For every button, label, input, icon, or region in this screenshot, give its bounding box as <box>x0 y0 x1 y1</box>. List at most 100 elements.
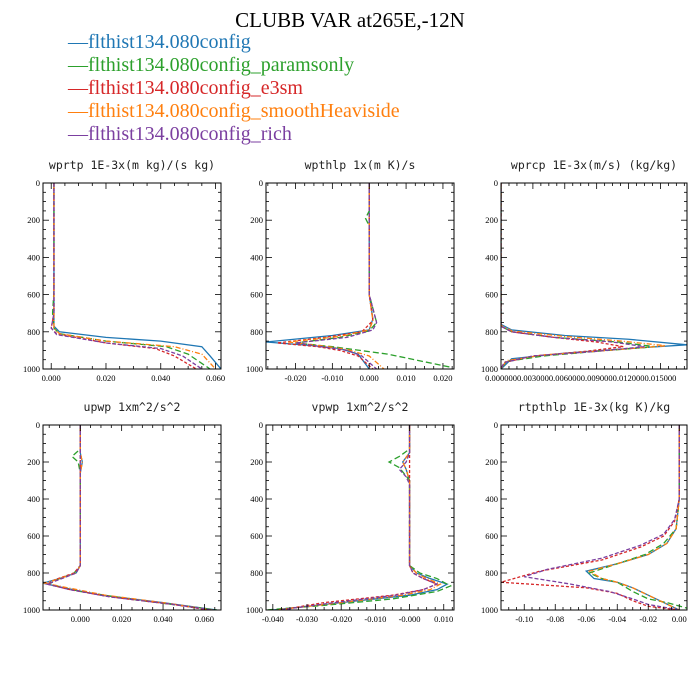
x-tick-label: 0.000 <box>71 614 90 624</box>
chart-title: upwp 1xm^2/s^2 <box>84 400 181 414</box>
x-tick-label: -0.010 <box>321 373 343 383</box>
chart-title: wprtp 1E-3x(m kg)/(s kg) <box>49 158 215 172</box>
x-tick-label: 0.010 <box>434 614 453 624</box>
series-line <box>47 425 217 610</box>
y-tick-label: 400 <box>27 494 40 504</box>
x-tick-label: 0.012000 <box>613 373 645 383</box>
series-line <box>45 425 209 610</box>
y-tick-label: 0 <box>36 420 40 430</box>
x-tick-label: 0.060 <box>206 373 225 383</box>
y-tick-label: 400 <box>250 494 263 504</box>
x-tick-label: -0.040 <box>262 614 284 624</box>
x-tick-label: 0.000 <box>42 373 61 383</box>
plot-frame <box>42 424 222 611</box>
series-line <box>501 183 687 369</box>
x-tick-label: -0.020 <box>330 614 352 624</box>
legend-label: flthist134.080config_rich <box>88 123 292 145</box>
series-line <box>524 425 680 610</box>
series-line <box>272 425 449 610</box>
x-tick-label: -0.010 <box>364 614 386 624</box>
x-tick-label: -0.08 <box>546 614 564 624</box>
x-tick-label: 0.00 <box>672 614 687 624</box>
chart-panel: wprtp 1E-3x(m kg)/(s kg) 0 200 400 600 800 100… <box>23 158 225 383</box>
series-line <box>279 425 439 610</box>
y-tick-label: 0 <box>494 178 498 188</box>
y-tick-label: 800 <box>250 568 263 578</box>
series-line <box>43 425 213 610</box>
y-tick-label: 200 <box>27 215 40 225</box>
y-tick-label: 0 <box>259 178 263 188</box>
x-tick-label: 0.040 <box>151 373 170 383</box>
y-tick-label: 200 <box>250 457 263 467</box>
y-tick-label: 600 <box>27 531 40 541</box>
y-tick-label: 0 <box>259 420 263 430</box>
series-line <box>43 425 217 610</box>
x-tick-label: -0.10 <box>515 614 533 624</box>
y-tick-label: 0 <box>494 420 498 430</box>
y-tick-label: 800 <box>27 568 40 578</box>
legend-item: —flthist134.080config_e3sm <box>68 77 400 100</box>
y-tick-label: 800 <box>27 327 40 337</box>
series-line <box>50 183 197 369</box>
legend: —flthist134.080config —flthist134.080conf… <box>68 31 400 146</box>
chart-title: wpthlp 1x(m K)/s <box>305 158 416 172</box>
series-line <box>501 425 680 610</box>
legend-label: flthist134.080config <box>88 31 251 53</box>
chart-panel: wprcp 1E-3x(m/s) (kg/kg) 0 200 400 600 800 100… <box>481 158 688 383</box>
x-tick-label: 0.060 <box>195 614 214 624</box>
x-tick-label: 0.020 <box>112 614 131 624</box>
plot-frame <box>42 182 222 370</box>
y-tick-label: 200 <box>27 457 40 467</box>
plot-frame <box>500 424 688 611</box>
y-tick-label: 1000 <box>246 605 263 615</box>
figure-title: CLUBB VAR at265E,-12N <box>235 8 465 32</box>
x-tick-label: 0.010 <box>397 373 416 383</box>
y-tick-label: 600 <box>27 290 40 300</box>
y-tick-label: 400 <box>485 494 498 504</box>
x-tick-label: 0.000000 <box>485 373 517 383</box>
y-tick-label: 800 <box>485 327 498 337</box>
x-tick-label: 0.000 <box>360 373 379 383</box>
x-tick-label: -0.030 <box>296 614 318 624</box>
chart-panel: vpwp 1xm^2/s^2 0 200 400 600 800 1000-0.040 -0.… <box>246 400 455 624</box>
y-tick-label: 200 <box>485 457 498 467</box>
series-line <box>501 183 656 369</box>
y-tick-label: 1000 <box>23 364 40 374</box>
x-tick-label: 0.020 <box>433 373 452 383</box>
chart-title: vpwp 1xm^2/s^2 <box>312 400 409 414</box>
x-tick-label: 0.009000 <box>581 373 613 383</box>
series-line <box>276 183 374 369</box>
y-tick-label: 1000 <box>246 364 263 374</box>
y-tick-label: 0 <box>36 178 40 188</box>
series-line <box>288 183 385 369</box>
x-tick-label: 0.003000 <box>517 373 549 383</box>
series-line <box>53 183 216 369</box>
series-line <box>266 183 374 369</box>
x-tick-label: 0.006000 <box>549 373 581 383</box>
chart-panel: wpthlp 1x(m K)/s 0 200 400 600 800 1000 -0.020 -… <box>246 158 455 383</box>
y-tick-label: 600 <box>250 290 263 300</box>
series-line <box>50 183 203 369</box>
legend-item: —flthist134.080config <box>68 31 400 54</box>
x-tick-label: -0.000 <box>399 614 421 624</box>
legend-label: flthist134.080config_smoothHeaviside <box>88 100 400 122</box>
series-line <box>51 183 211 369</box>
series-line <box>266 425 453 610</box>
x-tick-label: -0.04 <box>608 614 626 624</box>
x-tick-label: -0.06 <box>577 614 595 624</box>
plot-frame <box>500 182 688 370</box>
x-tick-label: 0.015000 <box>644 373 676 383</box>
y-tick-label: 1000 <box>481 364 498 374</box>
x-tick-label: -0.02 <box>639 614 657 624</box>
y-tick-label: 600 <box>485 531 498 541</box>
series-line <box>295 183 378 369</box>
series-line <box>295 183 451 368</box>
series-line <box>44 425 213 610</box>
plot-frame <box>265 424 455 611</box>
chart-title: rtpthlp 1E-3x(kg K)/kg <box>518 400 670 414</box>
series-line <box>53 183 221 369</box>
y-tick-label: 400 <box>27 252 40 262</box>
y-tick-label: 1000 <box>23 605 40 615</box>
